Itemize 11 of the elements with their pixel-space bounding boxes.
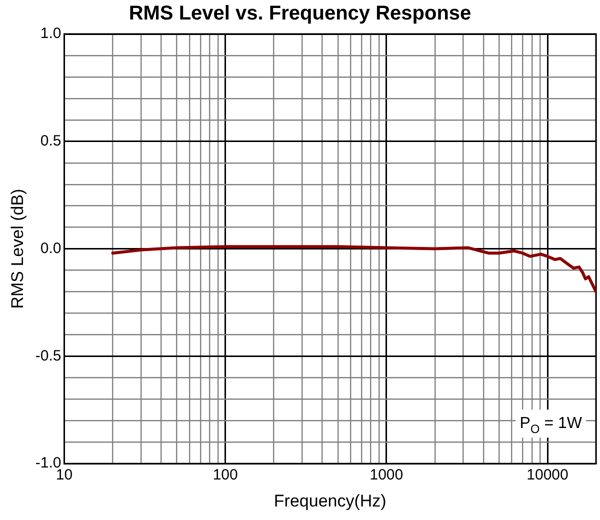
y-axis-title: RMS Level (dB) (8, 188, 27, 309)
y-tick-label: -0.5 (35, 347, 62, 364)
y-tick-label: 0.0 (40, 240, 62, 257)
x-tick-label: 1000 (370, 466, 404, 484)
y-tick-label: 0.5 (40, 132, 62, 150)
y-tick-label: 1.0 (40, 25, 62, 42)
x-tick-label: 100 (212, 466, 238, 484)
x-axis-title: Frequency(Hz) (274, 491, 386, 510)
chart-title: RMS Level vs. Frequency Response (128, 2, 472, 25)
x-tick-label: 10000 (526, 466, 568, 484)
x-tick-label: 10 (56, 466, 73, 484)
